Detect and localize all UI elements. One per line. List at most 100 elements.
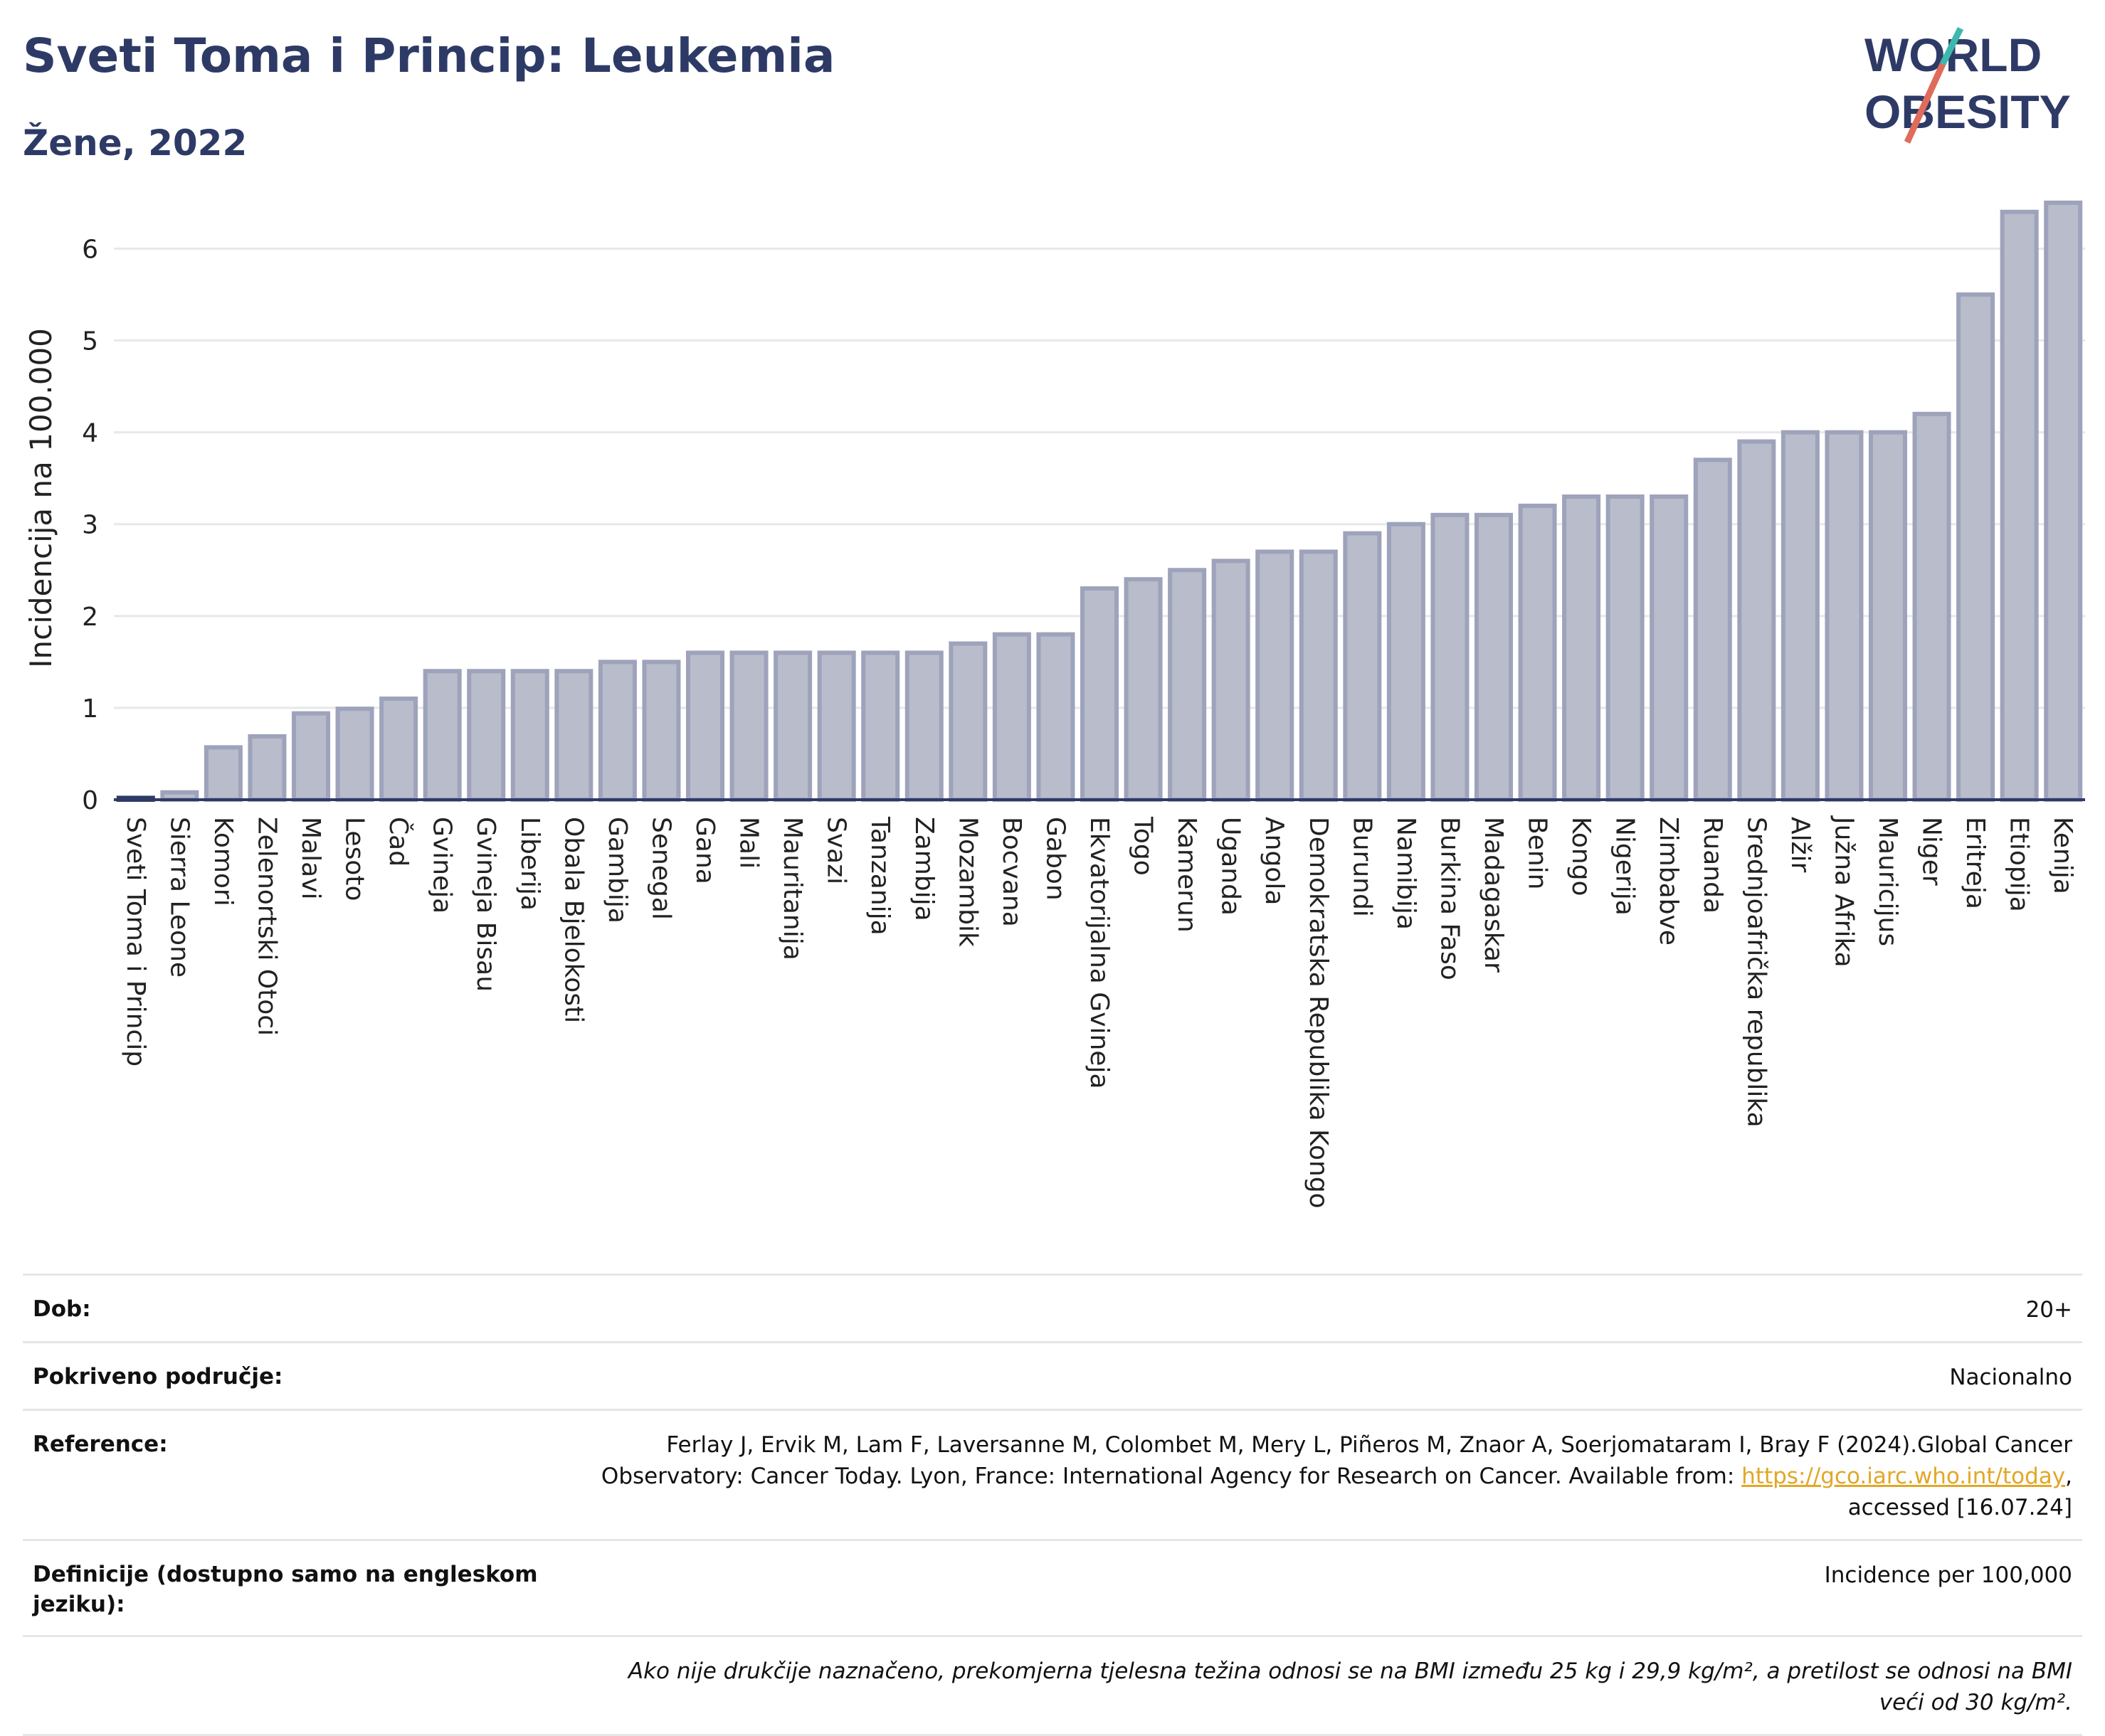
chart-subtitle: Žene, 2022: [23, 122, 248, 164]
y-axis-label: Incidencija na 100.000: [23, 328, 58, 668]
x-tick-label: Obala Bjelokosti: [559, 817, 588, 1023]
bar: [248, 734, 287, 802]
x-tick-label: Kamerun: [1172, 817, 1201, 933]
info-row-definitions: Definicije (dostupno samo na engleskom j…: [23, 1539, 2082, 1635]
x-tick-label: Alžir: [1785, 817, 1815, 873]
bars: [116, 200, 2083, 803]
x-tick-label: Srednjoafrička republika: [1741, 817, 1771, 1128]
definitions-value: Incidence per 100,000: [1824, 1562, 2072, 1588]
bar: [510, 669, 549, 802]
x-tick-label: Eritreja: [1961, 817, 1990, 909]
x-tick-label: Čad: [384, 817, 413, 867]
bar: [204, 745, 243, 803]
bar: [1737, 439, 1776, 803]
bar: [1255, 549, 1294, 802]
bar: [598, 660, 637, 803]
bar: [1386, 522, 1425, 803]
bar: [335, 706, 374, 803]
x-tick-label: Gambija: [603, 817, 632, 923]
x-tick-label: Lesoto: [340, 817, 369, 901]
x-tick-label: Namibija: [1391, 817, 1420, 930]
bar: [379, 697, 418, 802]
bar: [774, 650, 813, 802]
bar: [729, 650, 769, 802]
bar: [1168, 568, 1207, 802]
x-tick-label: Kongo: [1566, 817, 1595, 896]
bar: [817, 650, 856, 802]
reference-accessed: , accessed [16.07.24]: [1847, 1464, 2072, 1520]
x-tick-label: Komori: [209, 817, 238, 906]
bar: [1430, 512, 1470, 802]
info-row-age: Dob: 20+: [23, 1274, 2082, 1341]
bar: [642, 660, 681, 803]
bar: [1912, 411, 1951, 802]
age-value: 20+: [2025, 1297, 2072, 1323]
x-tick-label: Zimbabve: [1654, 817, 1683, 946]
x-axis-labels: Sveti Toma i Princip Sierra Leone Komori Ze…: [121, 815, 2077, 1209]
bar-chart: Sveti Toma i Princip Sierra Leone Komori Ze…: [23, 200, 2085, 1209]
bar: [1299, 549, 1338, 802]
chart-title: Sveti Toma i Princip: Leukemia: [23, 28, 835, 83]
x-tick-label: Mozambik: [953, 817, 982, 947]
x-tick-label: Gabon: [1040, 817, 1070, 901]
y-tick-label: 1: [82, 694, 98, 724]
bar: [992, 632, 1031, 802]
bar: [423, 669, 462, 802]
x-tick-label: Angola: [1260, 817, 1289, 905]
info-row-area: Pokriveno područje: Nacionalno: [23, 1341, 2082, 1409]
x-tick-label: Etiopija: [2005, 817, 2034, 912]
x-tick-label: Togo: [1129, 816, 1158, 876]
x-tick-label: Senegal: [646, 817, 675, 920]
y-axis-ticks: 0 1 2 3 4 5 6: [82, 235, 98, 815]
info-table: Dob: 20+ Pokriveno područje: Nacionalno …: [23, 1274, 2082, 1736]
x-tick-label: Zambija: [909, 817, 939, 921]
x-tick-label: Gvineja: [428, 817, 457, 914]
bar: [1693, 457, 1732, 802]
bar: [1036, 632, 1075, 802]
footnote: Ako nije drukčije naznačeno, prekomjerna…: [628, 1658, 2072, 1715]
reference-label: Reference:: [33, 1431, 168, 1457]
bar: [1211, 559, 1250, 802]
y-tick-label: 0: [82, 786, 98, 815]
bar: [861, 650, 900, 802]
info-row-note: Ako nije drukčije naznačeno, prekomjerna…: [23, 1635, 2082, 1736]
x-tick-label: Zelenortski Otoci: [252, 817, 281, 1036]
y-tick-label: 3: [82, 511, 98, 540]
x-tick-label: Sveti Toma i Princip: [121, 817, 150, 1067]
x-tick-label: Bocvana: [997, 817, 1026, 927]
reference-value: Ferlay J, Ervik M, Lam F, Laversanne M, …: [578, 1429, 2072, 1523]
x-tick-label: Burundi: [1347, 817, 1376, 917]
bar: [1650, 494, 1689, 802]
x-tick-label: Burkina Faso: [1435, 817, 1464, 980]
info-row-reference: Reference: Ferlay J, Ervik M, Lam F, Lav…: [23, 1409, 2082, 1539]
bar: [1343, 531, 1382, 802]
reference-link[interactable]: https://gco.iarc.who.int/today: [1741, 1464, 2066, 1489]
x-tick-label: Madagaskar: [1479, 817, 1508, 973]
x-tick-label: Tanzanija: [865, 816, 895, 936]
x-tick-label: Nigerija: [1610, 817, 1640, 916]
bar: [2000, 209, 2039, 802]
x-tick-label: Ruanda: [1698, 817, 1727, 914]
x-tick-label: Mauritanija: [778, 817, 807, 960]
world-obesity-logo: WORLD OBESITY: [1864, 26, 2071, 144]
y-tick-label: 2: [82, 603, 98, 632]
x-tick-label: Južna Afrika: [1829, 815, 1858, 968]
x-tick-label: Svazi: [822, 817, 851, 884]
svg-text:OBESITY: OBESITY: [1864, 85, 2071, 138]
x-tick-label: Demokratska Republika Kongo: [1304, 817, 1333, 1209]
age-label: Dob:: [33, 1296, 91, 1322]
bar: [554, 669, 593, 802]
y-tick-label: 4: [82, 419, 98, 448]
y-tick-label: 5: [82, 327, 98, 356]
x-tick-label: Niger: [1917, 817, 1946, 886]
bar: [2044, 200, 2083, 802]
bar: [1562, 494, 1601, 802]
bar: [1868, 430, 1908, 802]
bar: [467, 669, 506, 802]
x-tick-label: Kenija: [2048, 817, 2077, 894]
bar: [1080, 586, 1119, 802]
x-tick-label: Sierra Leone: [164, 817, 194, 978]
x-tick-label: Uganda: [1216, 817, 1245, 916]
bar: [949, 641, 988, 803]
bar: [1780, 430, 1820, 802]
